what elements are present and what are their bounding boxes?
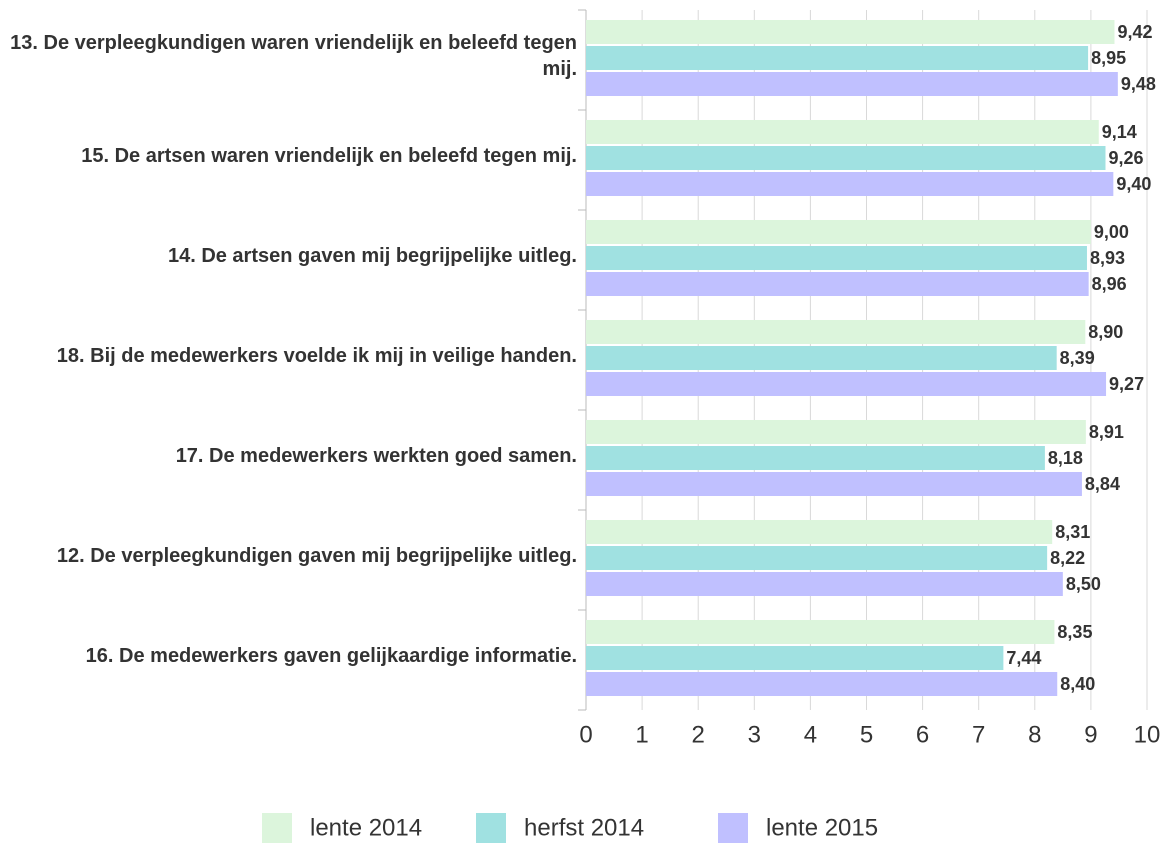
y-tick-label: 15. De artsen waren vriendelijk en belee…	[81, 145, 577, 167]
legend-swatch	[262, 813, 292, 843]
bar	[586, 546, 1048, 570]
bar	[586, 520, 1053, 544]
data-label: 8,93	[1090, 248, 1125, 268]
y-tick-label: 17. De medewerkers werkten goed samen.	[175, 445, 577, 467]
x-tick-label: 0	[579, 721, 592, 748]
legend-label: herfst 2014	[524, 814, 644, 841]
x-tick-label: 9	[1084, 721, 1097, 748]
data-label: 9,27	[1109, 374, 1144, 394]
bar	[586, 20, 1115, 44]
data-label: 9,14	[1102, 122, 1137, 142]
data-label: 8,90	[1088, 322, 1123, 342]
bar	[586, 646, 1004, 670]
data-label: 9,26	[1108, 148, 1143, 168]
x-tick-label: 6	[916, 721, 929, 748]
data-label: 9,42	[1117, 22, 1152, 42]
legend-swatch	[476, 813, 506, 843]
x-tick-label: 8	[1028, 721, 1041, 748]
x-tick-label: 2	[692, 721, 705, 748]
bar	[586, 272, 1089, 296]
bar	[586, 472, 1082, 496]
data-label: 8,96	[1092, 274, 1127, 294]
data-label: 9,48	[1121, 74, 1156, 94]
bar	[586, 120, 1099, 144]
y-tick-label: 13. De verpleegkundigen waren vriendelij…	[10, 32, 577, 80]
data-label: 8,84	[1085, 474, 1120, 494]
x-tick-label: 4	[804, 721, 817, 748]
data-label: 8,39	[1060, 348, 1095, 368]
legend-label: lente 2014	[310, 814, 422, 841]
data-label: 9,00	[1094, 222, 1129, 242]
bar	[586, 246, 1087, 270]
bar	[586, 320, 1086, 344]
data-label: 8,91	[1089, 422, 1124, 442]
legend-label: lente 2015	[766, 814, 878, 841]
data-label: 8,40	[1060, 674, 1095, 694]
bar	[586, 172, 1114, 196]
data-label: 8,18	[1048, 448, 1083, 468]
bar	[586, 146, 1106, 170]
bar	[586, 672, 1058, 696]
bar	[586, 46, 1089, 70]
legend-swatch	[718, 813, 748, 843]
y-tick-label: 16. De medewerkers gaven gelijkaardige i…	[85, 645, 577, 667]
x-tick-label: 5	[860, 721, 873, 748]
bar	[586, 346, 1057, 370]
data-label: 8,50	[1066, 574, 1101, 594]
data-label: 7,44	[1006, 648, 1041, 668]
bar	[586, 620, 1055, 644]
x-tick-label: 7	[972, 721, 985, 748]
x-tick-label: 3	[748, 721, 761, 748]
y-tick-label: 14. De artsen gaven mij begrijpelijke ui…	[167, 245, 577, 267]
data-label: 9,40	[1116, 174, 1151, 194]
y-tick-label: 18. Bij de medewerkers voelde ik mij in …	[56, 345, 577, 367]
data-label: 8,31	[1055, 522, 1090, 542]
y-tick-label: 12. De verpleegkundigen gaven mij begrij…	[56, 545, 577, 567]
bar	[586, 420, 1086, 444]
data-label: 8,22	[1050, 548, 1085, 568]
data-label: 8,35	[1057, 622, 1092, 642]
bar	[586, 372, 1107, 396]
x-tick-label: 1	[635, 721, 648, 748]
x-tick-label: 10	[1134, 721, 1161, 748]
data-label: 8,95	[1091, 48, 1126, 68]
bar	[586, 446, 1045, 470]
bar	[586, 72, 1118, 96]
bar	[586, 572, 1063, 596]
bar	[586, 220, 1091, 244]
